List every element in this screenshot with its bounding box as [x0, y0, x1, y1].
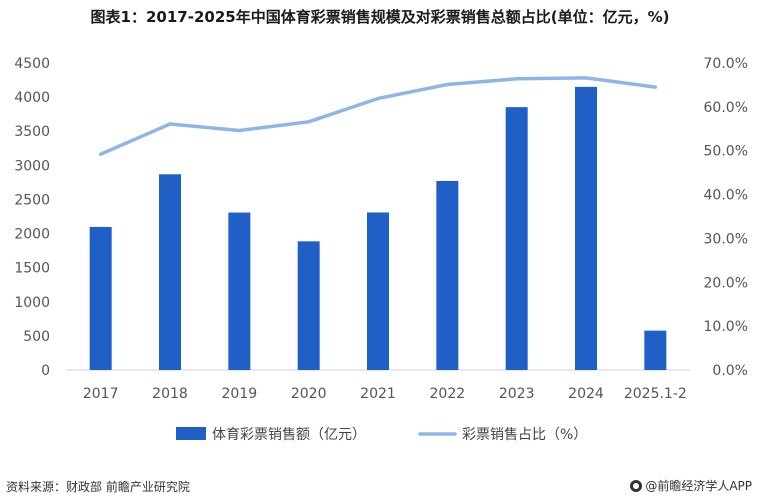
y-right-tick-label: 70.0%: [704, 56, 748, 72]
legend: 体育彩票销售额（亿元） 彩票销售占比（%）: [176, 427, 587, 443]
brand-footer: @前瞻经济学人APP: [630, 477, 752, 494]
x-tick-label: 2023: [499, 386, 535, 402]
y-left-tick-label: 2500: [14, 192, 50, 208]
y-right-tick-label: 20.0%: [704, 275, 748, 291]
y-left-tick-label: 3000: [14, 158, 50, 174]
y-right-tick-label: 0.0%: [712, 363, 748, 379]
legend-label-bar: 体育彩票销售额（亿元）: [212, 427, 366, 443]
bar: [228, 212, 251, 370]
y-left-tick-label: 2000: [14, 227, 50, 243]
x-tick-label: 2024: [568, 386, 604, 402]
y-left-tick-label: 0: [41, 363, 50, 379]
chart-title: 图表1：2017-2025年中国体育彩票销售规模及对彩票销售总额占比(单位：亿元…: [90, 8, 670, 26]
y-right-tick-label: 50.0%: [704, 144, 748, 160]
bar: [297, 241, 320, 370]
line-series: [98, 76, 658, 156]
y-left-tick-label: 1500: [14, 261, 50, 277]
x-tick-label: 2018: [152, 386, 188, 402]
brand-text: @前瞻经济学人APP: [645, 479, 752, 493]
bar: [367, 212, 389, 370]
series-line: [98, 76, 658, 156]
y-right-tick-label: 10.0%: [704, 319, 748, 335]
y-left-tick-label: 3500: [14, 124, 50, 140]
y-right-tick-label: 30.0%: [704, 231, 748, 247]
x-tick-label: 2019: [222, 386, 258, 402]
x-tick-label: 2021: [360, 386, 396, 402]
bar: [89, 226, 112, 370]
bar: [505, 107, 528, 371]
y-left-tick-label: 1000: [14, 295, 50, 311]
legend-swatch-bar: [176, 427, 206, 440]
legend-label-line: 彩票销售占比（%）: [462, 427, 587, 443]
bar: [159, 174, 181, 370]
source-note: 资料来源：财政部 前瞻产业研究院: [6, 480, 190, 494]
y-left-tick-label: 500: [23, 329, 50, 345]
x-tick-label: 2022: [430, 386, 466, 402]
y-left-tick-label: 4500: [14, 56, 50, 72]
x-tick-label: 2020: [291, 386, 327, 402]
bar: [436, 180, 459, 370]
x-tick-label: 2025.1-2: [624, 386, 687, 402]
y-left-tick-label: 4000: [14, 90, 50, 106]
brand-logo-icon: [630, 480, 643, 492]
y-right-axis: 0.0% 10.0% 20.0% 30.0% 40.0% 50.0% 60.0% 70.0%: [704, 56, 748, 379]
chart-svg: 0 500 1000 1500 2000 2500 3000 3500 4000 4500 0.0…: [14, 56, 748, 443]
y-right-tick-label: 60.0%: [704, 100, 748, 116]
y-left-axis: 0 500 1000 1500 2000 2500 3000 3500 4000 4500: [14, 56, 50, 379]
bar: [575, 86, 597, 370]
bar: [644, 330, 667, 370]
x-axis: 2017 2018 2019 2020 2021 2022 2023 2024 2025.1-2: [83, 386, 687, 402]
x-tick-label: 2017: [83, 386, 119, 402]
y-right-tick-label: 40.0%: [704, 188, 748, 204]
bar-series: [89, 86, 667, 371]
